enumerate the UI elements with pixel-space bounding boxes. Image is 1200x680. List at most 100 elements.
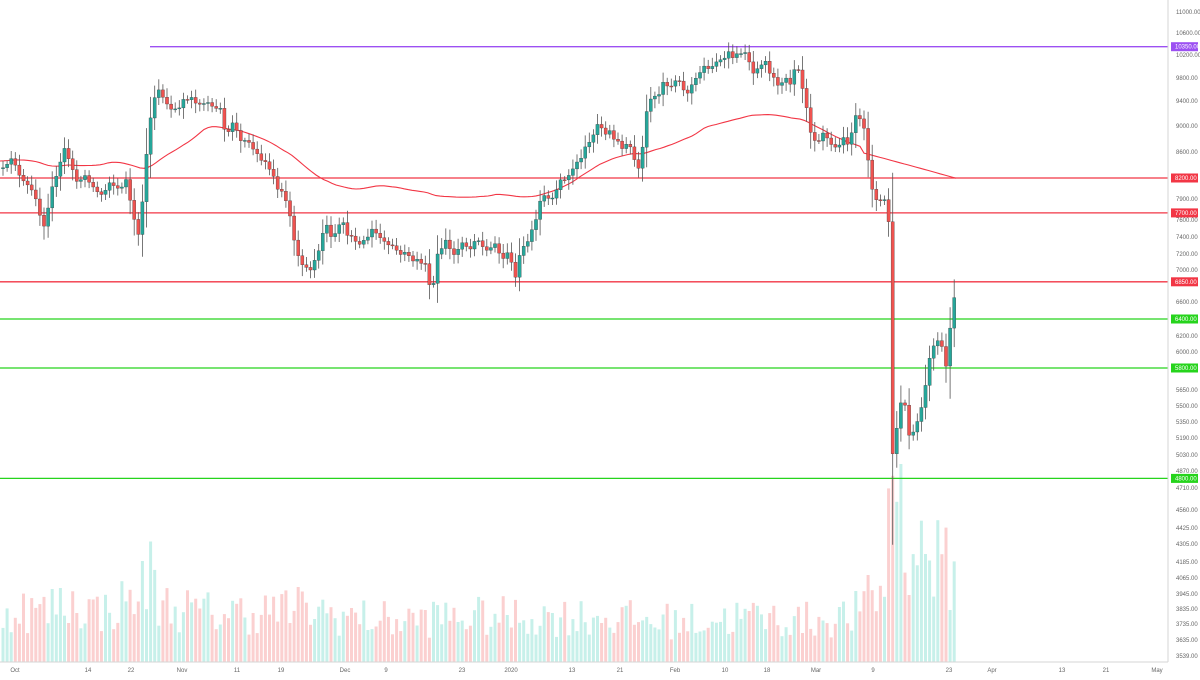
candle-down[interactable] bbox=[903, 402, 907, 406]
candle-up[interactable] bbox=[583, 146, 587, 159]
candle-down[interactable] bbox=[378, 233, 382, 238]
candle-down[interactable] bbox=[845, 137, 850, 145]
candle-up[interactable] bbox=[927, 358, 932, 386]
candle-down[interactable] bbox=[808, 107, 813, 133]
candle-down[interactable] bbox=[452, 248, 456, 255]
candle-down[interactable] bbox=[226, 129, 231, 132]
candle-down[interactable] bbox=[874, 189, 879, 200]
candle-up[interactable] bbox=[931, 345, 936, 359]
candle-up[interactable] bbox=[567, 175, 571, 181]
candle-down[interactable] bbox=[767, 61, 772, 74]
candle-down[interactable] bbox=[628, 144, 633, 148]
candle-up[interactable] bbox=[521, 246, 526, 256]
candle-up[interactable] bbox=[911, 431, 915, 436]
candle-down[interactable] bbox=[796, 69, 801, 71]
candle-up[interactable] bbox=[472, 241, 477, 250]
candle-up[interactable] bbox=[644, 111, 649, 148]
candle-down[interactable] bbox=[329, 224, 333, 237]
candle-up[interactable] bbox=[735, 53, 739, 58]
candle-up[interactable] bbox=[157, 89, 161, 98]
candle-up[interactable] bbox=[899, 402, 903, 429]
candle-up[interactable] bbox=[341, 222, 346, 225]
candle-down[interactable] bbox=[263, 160, 268, 162]
candle-up[interactable] bbox=[591, 134, 596, 143]
candle-down[interactable] bbox=[345, 222, 350, 236]
candle-down[interactable] bbox=[21, 175, 26, 182]
candle-down[interactable] bbox=[29, 184, 34, 191]
candle-up[interactable] bbox=[366, 236, 370, 241]
candle-up[interactable] bbox=[714, 61, 719, 67]
candle-up[interactable] bbox=[936, 340, 940, 347]
candle-up[interactable] bbox=[608, 130, 612, 135]
candle-up[interactable] bbox=[702, 65, 706, 73]
candle-down[interactable] bbox=[247, 140, 251, 143]
candle-up[interactable] bbox=[103, 190, 108, 195]
candle-up[interactable] bbox=[575, 161, 579, 170]
candle-down[interactable] bbox=[907, 405, 911, 436]
candle-down[interactable] bbox=[890, 221, 895, 454]
candle-up[interactable] bbox=[526, 241, 530, 247]
candle-down[interactable] bbox=[349, 235, 354, 237]
candle-down[interactable] bbox=[234, 122, 239, 131]
candle-down[interactable] bbox=[669, 85, 674, 88]
candle-up[interactable] bbox=[325, 224, 329, 234]
candle-down[interactable] bbox=[304, 264, 309, 268]
candle-up[interactable] bbox=[50, 186, 54, 209]
candle-down[interactable] bbox=[357, 241, 362, 245]
candle-down[interactable] bbox=[546, 195, 551, 199]
candle-up[interactable] bbox=[107, 182, 112, 191]
candle-down[interactable] bbox=[198, 102, 202, 105]
candle-down[interactable] bbox=[91, 182, 95, 188]
candle-up[interactable] bbox=[821, 132, 825, 142]
candle-down[interactable] bbox=[423, 263, 428, 265]
candle-down[interactable] bbox=[878, 199, 883, 201]
candle-up[interactable] bbox=[316, 250, 321, 261]
candle-up[interactable] bbox=[952, 297, 956, 329]
candle-down[interactable] bbox=[169, 103, 173, 110]
candle-up[interactable] bbox=[1, 167, 5, 169]
candle-up[interactable] bbox=[948, 327, 952, 367]
candle-up[interactable] bbox=[726, 51, 731, 59]
candle-down[interactable] bbox=[34, 189, 38, 200]
candle-up[interactable] bbox=[854, 115, 858, 133]
candle-down[interactable] bbox=[193, 97, 198, 104]
candle-up[interactable] bbox=[579, 158, 583, 163]
candle-up[interactable] bbox=[431, 283, 436, 285]
candle-down[interactable] bbox=[390, 244, 395, 247]
candle-down[interactable] bbox=[284, 191, 288, 201]
candle-up[interactable] bbox=[54, 176, 59, 187]
candle-down[interactable] bbox=[271, 169, 276, 177]
candle-down[interactable] bbox=[480, 240, 485, 247]
candle-up[interactable] bbox=[189, 97, 194, 100]
candle-down[interactable] bbox=[292, 215, 296, 241]
candle-down[interactable] bbox=[497, 243, 501, 254]
candle-up[interactable] bbox=[62, 148, 67, 163]
candle-up[interactable] bbox=[649, 98, 653, 112]
candle-up[interactable] bbox=[505, 252, 510, 259]
candle-up[interactable] bbox=[882, 199, 887, 201]
candle-up[interactable] bbox=[837, 144, 842, 148]
candle-up[interactable] bbox=[124, 179, 128, 188]
candle-down[interactable] bbox=[427, 263, 432, 285]
candle-down[interactable] bbox=[210, 102, 214, 107]
candle-up[interactable] bbox=[152, 97, 157, 119]
candle-down[interactable] bbox=[825, 132, 829, 139]
candle-down[interactable] bbox=[280, 189, 284, 192]
candle-up[interactable] bbox=[849, 132, 854, 145]
candle-up[interactable] bbox=[218, 108, 223, 110]
candle-up[interactable] bbox=[489, 247, 493, 251]
candle-up[interactable] bbox=[554, 189, 559, 199]
candle-up[interactable] bbox=[538, 200, 542, 220]
candle-up[interactable] bbox=[403, 252, 407, 255]
candle-down[interactable] bbox=[42, 215, 46, 227]
candle-up[interactable] bbox=[439, 248, 444, 255]
candle-down[interactable] bbox=[944, 346, 948, 367]
candle-down[interactable] bbox=[267, 161, 272, 170]
candle-up[interactable] bbox=[476, 240, 481, 242]
candle-down[interactable] bbox=[116, 185, 120, 189]
candle-down[interactable] bbox=[17, 164, 22, 176]
candle-up[interactable] bbox=[558, 179, 563, 190]
candle-up[interactable] bbox=[542, 195, 546, 202]
candle-up[interactable] bbox=[698, 72, 702, 79]
candle-up[interactable] bbox=[415, 259, 419, 262]
